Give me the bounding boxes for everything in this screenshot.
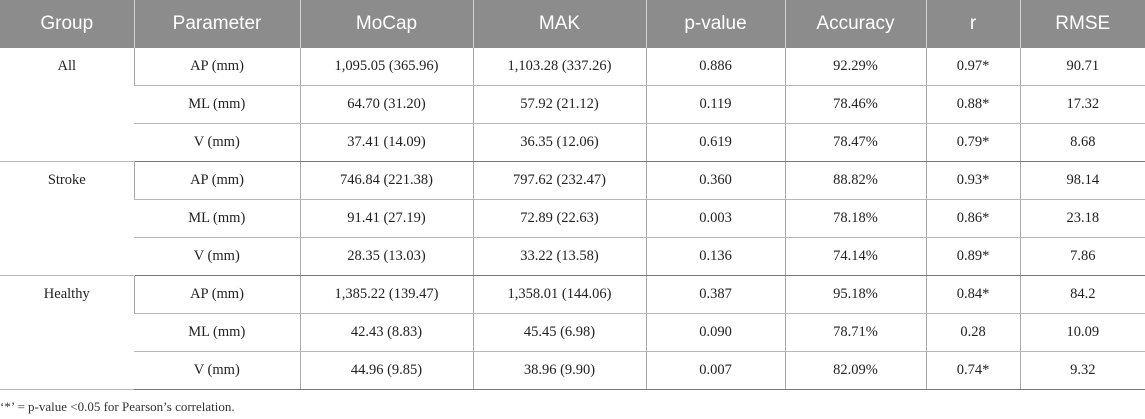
- cell-mak: 33.22 (13.58): [472, 237, 646, 276]
- cell-p-value: 0.136: [645, 237, 785, 276]
- cell-accuracy: 78.18%: [784, 199, 926, 238]
- table-row: V (mm) 28.35 (13.03) 33.22 (13.58) 0.136 74.…: [0, 237, 1145, 276]
- cell-r: 0.89*: [925, 237, 1020, 276]
- cell-mak: 38.96 (9.90): [472, 351, 646, 390]
- cell-mocap: 746.84 (221.38): [299, 161, 473, 200]
- cell-mak: 72.89 (22.63): [472, 199, 646, 238]
- header-mocap: MoCap: [299, 0, 473, 48]
- table-footnote: ‘*’ = p-value <0.05 for Pearson’s correl…: [0, 399, 235, 414]
- cell-mak: 1,358.01 (144.06): [472, 275, 646, 314]
- cell-parameter: V (mm): [134, 237, 300, 276]
- cell-mak: 45.45 (6.98): [472, 313, 646, 352]
- table-row: Stroke AP (mm) 746.84 (221.38) 797.62 (232.…: [0, 161, 1145, 276]
- cell-parameter: ML (mm): [134, 199, 300, 238]
- cell-rmse: 8.68: [1019, 123, 1145, 162]
- table-row: V (mm) 44.96 (9.85) 38.96 (9.90) 0.007 82.09…: [0, 351, 1145, 390]
- cell-accuracy: 78.71%: [784, 313, 926, 352]
- header-parameter: Parameter: [133, 0, 300, 48]
- cell-accuracy: 74.14%: [784, 237, 926, 276]
- cell-accuracy: 88.82%: [784, 161, 926, 200]
- cell-r: 0.74*: [925, 351, 1020, 390]
- cell-accuracy: 82.09%: [784, 351, 926, 390]
- header-mak: MAK: [472, 0, 646, 48]
- cell-parameter: V (mm): [134, 123, 300, 162]
- cell-mocap: 42.43 (8.83): [299, 313, 473, 352]
- cell-r: 0.79*: [925, 123, 1020, 162]
- table-row: V (mm) 37.41 (14.09) 36.35 (12.06) 0.619 78.…: [0, 123, 1145, 162]
- cell-rmse: 10.09: [1019, 313, 1145, 352]
- header-rmse: RMSE: [1019, 0, 1145, 48]
- table-row: Healthy AP (mm) 1,385.22 (139.47) 1,358.01 …: [0, 275, 1145, 390]
- cell-group: Stroke: [0, 161, 134, 276]
- cell-rmse: 17.32: [1019, 85, 1145, 124]
- cell-parameter: V (mm): [134, 351, 300, 390]
- cell-r: 0.93*: [925, 161, 1020, 200]
- cell-p-value: 0.007: [645, 351, 785, 390]
- cell-p-value: 0.619: [645, 123, 785, 162]
- cell-mocap: 37.41 (14.09): [299, 123, 473, 162]
- cell-r: 0.88*: [925, 85, 1020, 124]
- cell-accuracy: 78.46%: [784, 85, 926, 124]
- header-p-value: p-value: [645, 0, 785, 48]
- cell-mocap: 28.35 (13.03): [299, 237, 473, 276]
- header-group: Group: [0, 0, 134, 48]
- cell-p-value: 0.090: [645, 313, 785, 352]
- header-accuracy: Accuracy: [784, 0, 926, 48]
- cell-rmse: 23.18: [1019, 199, 1145, 238]
- cell-accuracy: 92.29%: [784, 48, 926, 86]
- cell-rmse: 7.86: [1019, 237, 1145, 276]
- cell-accuracy: 78.47%: [784, 123, 926, 162]
- cell-parameter: AP (mm): [133, 275, 300, 314]
- cell-p-value: 0.886: [645, 48, 785, 86]
- cell-r: 0.86*: [925, 199, 1020, 238]
- cell-rmse: 9.32: [1019, 351, 1145, 390]
- cell-rmse: 84.2: [1019, 275, 1145, 314]
- cell-p-value: 0.360: [645, 161, 785, 200]
- cell-mak: 57.92 (21.12): [472, 85, 646, 124]
- table-row: ML (mm) 64.70 (31.20) 57.92 (21.12) 0.119 78…: [0, 85, 1145, 124]
- cell-r: 0.28: [925, 313, 1020, 352]
- cell-rmse: 90.71: [1019, 48, 1145, 86]
- results-table: Group Parameter MoCap MAK p-value Accura…: [0, 0, 1145, 390]
- cell-mak: 36.35 (12.06): [472, 123, 646, 162]
- cell-mocap: 91.41 (27.19): [299, 199, 473, 238]
- header-r: r: [925, 0, 1020, 48]
- cell-mak: 797.62 (232.47): [472, 161, 646, 200]
- cell-mocap: 64.70 (31.20): [299, 85, 473, 124]
- cell-parameter: ML (mm): [134, 85, 300, 124]
- cell-accuracy: 95.18%: [784, 275, 926, 314]
- cell-p-value: 0.387: [645, 275, 785, 314]
- cell-parameter: ML (mm): [134, 313, 300, 352]
- table-body: All AP (mm) 1,095.05 (365.96) 1,103.28 (337…: [0, 48, 1145, 390]
- cell-mocap: 1,385.22 (139.47): [299, 275, 473, 314]
- cell-mocap: 1,095.05 (365.96): [299, 48, 473, 86]
- cell-mocap: 44.96 (9.85): [299, 351, 473, 390]
- cell-parameter: AP (mm): [133, 48, 300, 86]
- table-row: All AP (mm) 1,095.05 (365.96) 1,103.28 (337…: [0, 48, 1145, 162]
- cell-rmse: 98.14: [1019, 161, 1145, 200]
- cell-p-value: 0.119: [645, 85, 785, 124]
- cell-p-value: 0.003: [645, 199, 785, 238]
- cell-group: All: [0, 48, 134, 162]
- table-row: ML (mm) 42.43 (8.83) 45.45 (6.98) 0.090 78.7…: [0, 313, 1145, 352]
- cell-r: 0.84*: [925, 275, 1020, 314]
- cell-r: 0.97*: [925, 48, 1020, 86]
- header-row: Group Parameter MoCap MAK p-value Accura…: [0, 0, 1145, 48]
- table-row: ML (mm) 91.41 (27.19) 72.89 (22.63) 0.003 78…: [0, 199, 1145, 238]
- cell-group: Healthy: [0, 275, 134, 390]
- cell-parameter: AP (mm): [133, 161, 300, 200]
- cell-mak: 1,103.28 (337.26): [472, 48, 646, 86]
